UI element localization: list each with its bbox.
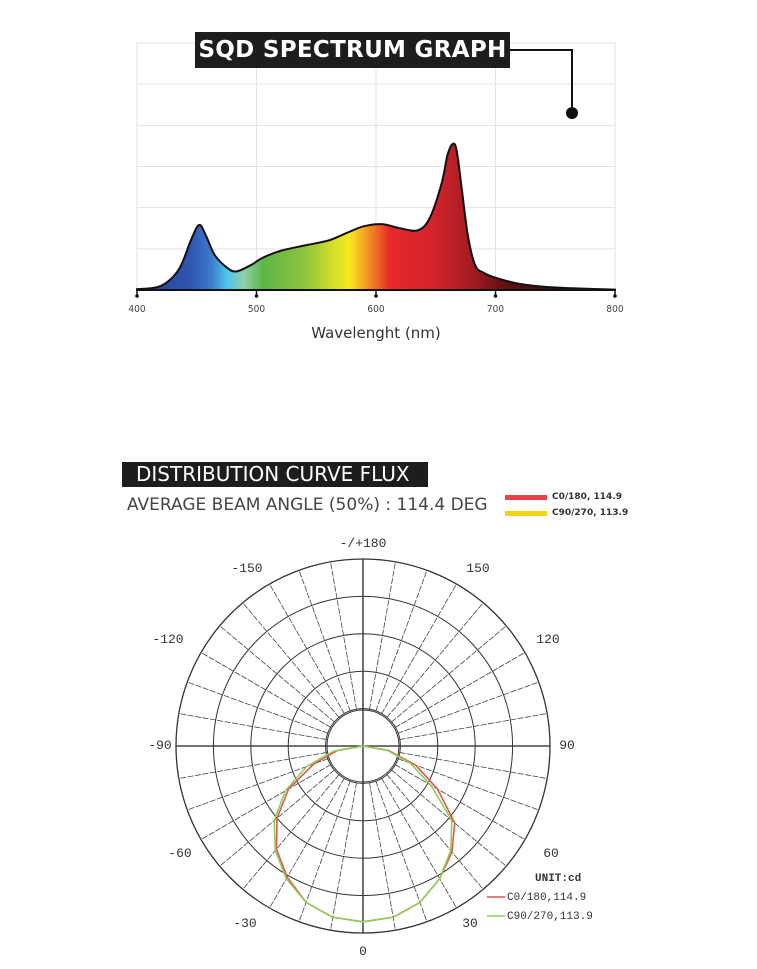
polar-angle-label: 0 (359, 944, 367, 959)
polar-angle-label: -120 (152, 632, 183, 647)
legend-swatch-c0 (505, 495, 547, 500)
x-tick-label: 800 (606, 304, 623, 315)
polar-ring (250, 633, 476, 859)
polar-angle-label: -150 (231, 561, 262, 576)
polar-series-c90 (273, 745, 453, 923)
polar-angle-label: -90 (148, 738, 171, 753)
polar-chart: -/+180 -150 150 -120 120 -90 90 -60 60 -30 30 0 UNIT… (148, 536, 593, 959)
polar-spoke (391, 625, 507, 723)
legend-label-c90: C90/270, 113.9 (552, 508, 629, 518)
polar-ring (287, 670, 439, 822)
x-tick-dot (135, 294, 139, 298)
x-axis-label: Wavelenght (nm) (311, 324, 441, 342)
x-tick-dot (254, 294, 259, 298)
polar-spoke (391, 769, 507, 867)
legend-label-c0: C0/180, 114.9 (552, 492, 622, 502)
polar-ring (175, 558, 551, 934)
x-tick-dot (493, 294, 498, 298)
polar-angle-label: 30 (462, 916, 478, 931)
x-tick-label: 500 (248, 304, 265, 315)
x-tick-label: 700 (487, 304, 504, 315)
polar-spoke (219, 625, 335, 723)
polar-spoke (178, 752, 327, 779)
connector-dot (566, 107, 578, 119)
polar-angle-label: 90 (559, 738, 575, 753)
polar-legend-label: C0/180,114.9 (507, 892, 586, 904)
polar-ring (212, 595, 514, 897)
spectrum-title: SQD SPECTRUM GRAPH (195, 32, 510, 68)
legend-swatch-c90 (505, 511, 547, 516)
polar-angle-label: 60 (543, 846, 559, 861)
x-tick-label: 400 (128, 304, 145, 315)
polar-angle-label: 120 (536, 632, 559, 647)
distribution-title: DISTRIBUTION CURVE FLUX (122, 462, 428, 487)
polar-spoke (219, 769, 335, 867)
polar-spoke (178, 713, 327, 740)
x-tick-dot (374, 294, 378, 298)
polar-angle-label: -/+180 (340, 536, 387, 551)
x-tick-label: 600 (367, 304, 384, 315)
beam-angle-text: AVERAGE BEAM ANGLE (50%) : 114.4 DEG (127, 495, 488, 515)
spectrum-area (136, 142, 616, 291)
polar-legend-label: C90/270,113.9 (507, 911, 593, 923)
title-connector (510, 49, 573, 113)
polar-angle-label: -60 (168, 846, 191, 861)
polar-angle-label: 150 (466, 561, 489, 576)
polar-angle-label: -30 (233, 916, 256, 931)
x-tick-dot (613, 294, 617, 298)
polar-ring (325, 708, 401, 784)
unit-label: UNIT:cd (535, 873, 581, 885)
